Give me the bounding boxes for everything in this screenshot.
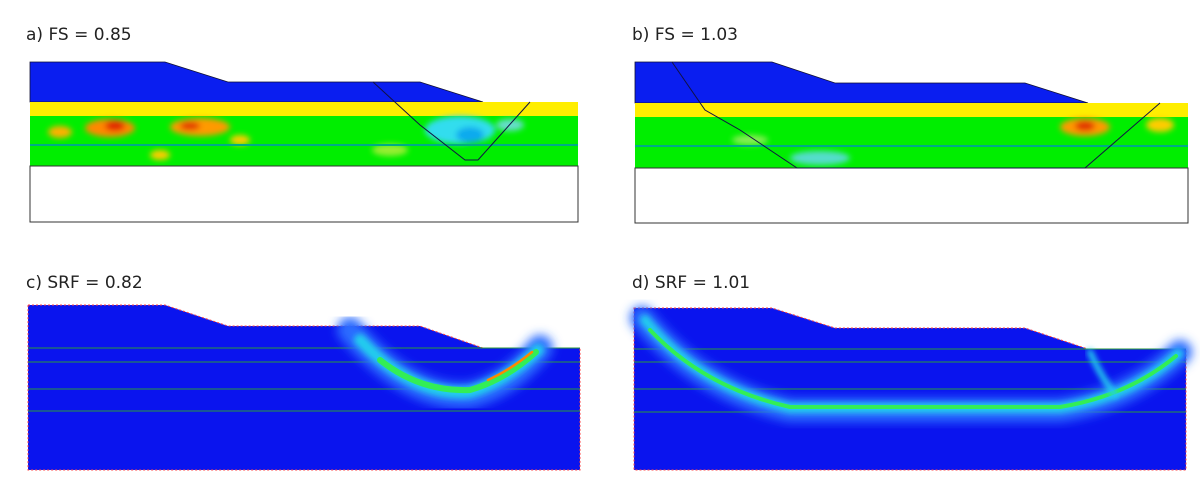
heterogeneity (732, 118, 1174, 165)
slip-surface (372, 81, 531, 161)
yellow-layer (30, 102, 578, 116)
panel-label: a) FS = 0.85 (26, 25, 132, 45)
shear-band (337, 317, 553, 409)
base-layer (634, 167, 1189, 224)
panel-d: d) SRF = 1.01 (630, 273, 1192, 471)
shear-band (630, 306, 1192, 422)
mesh (27, 304, 581, 471)
panel-label: b) FS = 1.03 (632, 25, 738, 45)
panel-label: d) SRF = 1.01 (632, 273, 750, 293)
panel-label: c) SRF = 0.82 (26, 273, 143, 293)
base-layer (29, 165, 579, 223)
upper-layer (634, 61, 1089, 104)
panel-c: c) SRF = 0.82 (26, 273, 581, 471)
slip-surface (671, 61, 1161, 169)
layer-lines (28, 347, 580, 412)
yellow-layer (635, 103, 1188, 117)
panel-a: a) FS = 0.85 (26, 25, 579, 223)
heterogeneity (48, 116, 524, 160)
panel-b: b) FS = 1.03 (632, 25, 1189, 224)
upper-layer (29, 61, 484, 103)
